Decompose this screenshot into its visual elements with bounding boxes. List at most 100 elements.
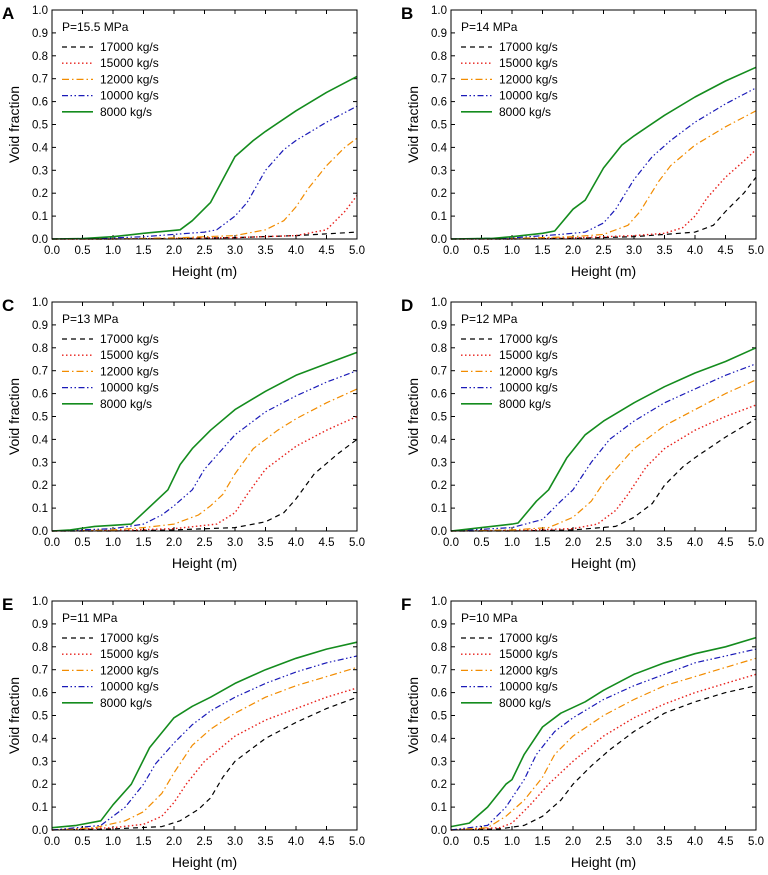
y-tick-label: 1.0 xyxy=(32,297,48,309)
chart-panel-e: E 0.0 0.5 1.0 1.5 2.0 2.5 3.0 3.5 4.0 4.5 5.0 0.0 0.1… xyxy=(2,595,365,870)
legend-label: 10000 kg/s xyxy=(499,89,558,103)
x-tick-label: 5.0 xyxy=(748,245,764,257)
series-line-8000 xyxy=(51,641,358,829)
y-tick-label: 0.7 xyxy=(32,74,48,86)
y-tick-label: 0.5 xyxy=(32,412,48,424)
y-tick-label: 0.9 xyxy=(431,320,447,332)
y-tick-label: 0.9 xyxy=(32,28,48,40)
x-axis-title: Height (m) xyxy=(172,555,237,571)
pressure-label: P=11 MPa xyxy=(62,611,118,625)
legend-label: 12000 kg/s xyxy=(100,364,159,378)
y-tick-label: 1.0 xyxy=(431,5,447,17)
legend-label: 15000 kg/s xyxy=(100,56,159,70)
series-line-10000 xyxy=(51,655,358,831)
y-tick-label: 0.4 xyxy=(431,733,448,745)
x-tick-label: 1.0 xyxy=(105,245,121,257)
series-line-15000 xyxy=(52,195,358,240)
x-tick-label: 4.0 xyxy=(687,245,703,257)
x-tick-label: 4.0 xyxy=(687,836,703,848)
x-tick-label: 4.5 xyxy=(319,245,335,257)
y-tick-label: 0.8 xyxy=(431,343,447,355)
y-tick-label: 0.0 xyxy=(32,526,48,538)
y-tick-label: 0.1 xyxy=(431,503,447,515)
y-tick-label: 0.6 xyxy=(32,97,48,109)
y-tick-label: 0.2 xyxy=(32,779,48,791)
y-tick-label: 0.5 xyxy=(431,120,447,132)
x-tick-label: 0.5 xyxy=(474,245,490,257)
legend-label: 12000 kg/s xyxy=(499,364,558,378)
x-tick-label: 2.5 xyxy=(197,537,213,549)
y-tick-label: 0.4 xyxy=(431,142,448,154)
legend-label: 8000 kg/s xyxy=(499,397,551,411)
y-tick-label: 0.9 xyxy=(32,320,48,332)
y-tick-label: 0.3 xyxy=(32,457,48,469)
y-tick-label: 0.2 xyxy=(431,480,447,492)
x-tick-label: 1.0 xyxy=(105,537,121,549)
pressure-label: P=15.5 MPa xyxy=(62,20,129,34)
series-line-10000 xyxy=(51,370,358,532)
x-tick-label: 1.0 xyxy=(105,836,121,848)
y-tick-label: 0.9 xyxy=(431,619,447,631)
y-tick-label: 0.1 xyxy=(32,211,48,223)
series-line-10000 xyxy=(51,105,358,240)
series-line-15000 xyxy=(51,687,358,831)
series-line-17000 xyxy=(451,176,757,240)
chart-panel-b: B 0.0 0.5 1.0 1.5 2.0 2.5 3.0 3.5 4.0 4.5 5.0 0.0 0.1… xyxy=(401,4,764,279)
y-tick-label: 0.3 xyxy=(431,165,447,177)
y-tick-label: 0.0 xyxy=(431,825,447,837)
plot-frame xyxy=(450,600,757,831)
x-tick-label: 0.0 xyxy=(44,537,60,549)
legend-label: 17000 kg/s xyxy=(499,332,558,346)
y-tick-label: 0.8 xyxy=(431,642,447,654)
series-line-17000 xyxy=(51,696,358,831)
x-tick-label: 4.0 xyxy=(288,836,304,848)
y-tick-label: 0.3 xyxy=(32,165,48,177)
series-line-12000 xyxy=(52,137,358,240)
x-axis-title: Height (m) xyxy=(571,263,636,279)
pressure-label: P=13 MPa xyxy=(62,312,119,326)
y-tick-label: 0.8 xyxy=(431,51,447,63)
y-tick-label: 0.1 xyxy=(431,211,447,223)
legend-label: 8000 kg/s xyxy=(499,696,551,710)
y-tick-label: 0.3 xyxy=(431,756,447,768)
pressure-label: P=14 MPa xyxy=(461,20,518,34)
y-tick-label: 0.1 xyxy=(431,802,447,814)
legend-label: 17000 kg/s xyxy=(499,631,558,645)
legend-label: 15000 kg/s xyxy=(499,56,558,70)
chart-panel-a: A 0.0 0.5 1.0 1.5 2.0 2.5 3.0 3.5 4.0 4.5 5.0 0.0 0.1… xyxy=(2,4,365,279)
y-tick-label: 0.3 xyxy=(32,756,48,768)
legend-label: 12000 kg/s xyxy=(100,72,159,86)
x-tick-label: 2.5 xyxy=(596,245,612,257)
y-tick-label: 0.3 xyxy=(431,457,447,469)
series-line-10000 xyxy=(450,648,757,831)
x-tick-label: 1.0 xyxy=(504,245,520,257)
x-tick-label: 1.5 xyxy=(136,245,152,257)
y-tick-label: 1.0 xyxy=(431,297,447,309)
series-line-10000 xyxy=(450,87,757,240)
y-axis-title: Void fraction xyxy=(6,677,22,754)
series-line-17000 xyxy=(451,418,757,532)
x-tick-label: 2.0 xyxy=(565,245,581,257)
x-tick-label: 2.5 xyxy=(197,836,213,848)
x-tick-label: 2.5 xyxy=(197,245,213,257)
x-tick-label: 4.0 xyxy=(288,537,304,549)
panel-letter: C xyxy=(2,296,14,315)
x-tick-label: 0.0 xyxy=(443,537,459,549)
x-axis-title: Height (m) xyxy=(172,854,237,870)
y-tick-label: 0.6 xyxy=(431,389,447,401)
y-tick-label: 0.1 xyxy=(32,503,48,515)
x-tick-label: 1.5 xyxy=(535,836,551,848)
x-tick-label: 5.0 xyxy=(349,537,365,549)
x-tick-label: 4.5 xyxy=(718,836,734,848)
x-tick-label: 0.5 xyxy=(474,537,490,549)
y-tick-label: 0.4 xyxy=(431,434,448,446)
series-line-8000 xyxy=(450,636,757,828)
x-tick-label: 3.5 xyxy=(258,537,274,549)
x-axis-title: Height (m) xyxy=(571,555,636,571)
y-tick-label: 0.8 xyxy=(32,51,48,63)
y-tick-label: 0.6 xyxy=(32,389,48,401)
y-tick-label: 0.2 xyxy=(32,188,48,200)
plot-frame xyxy=(51,9,358,240)
legend-label: 8000 kg/s xyxy=(499,105,551,119)
